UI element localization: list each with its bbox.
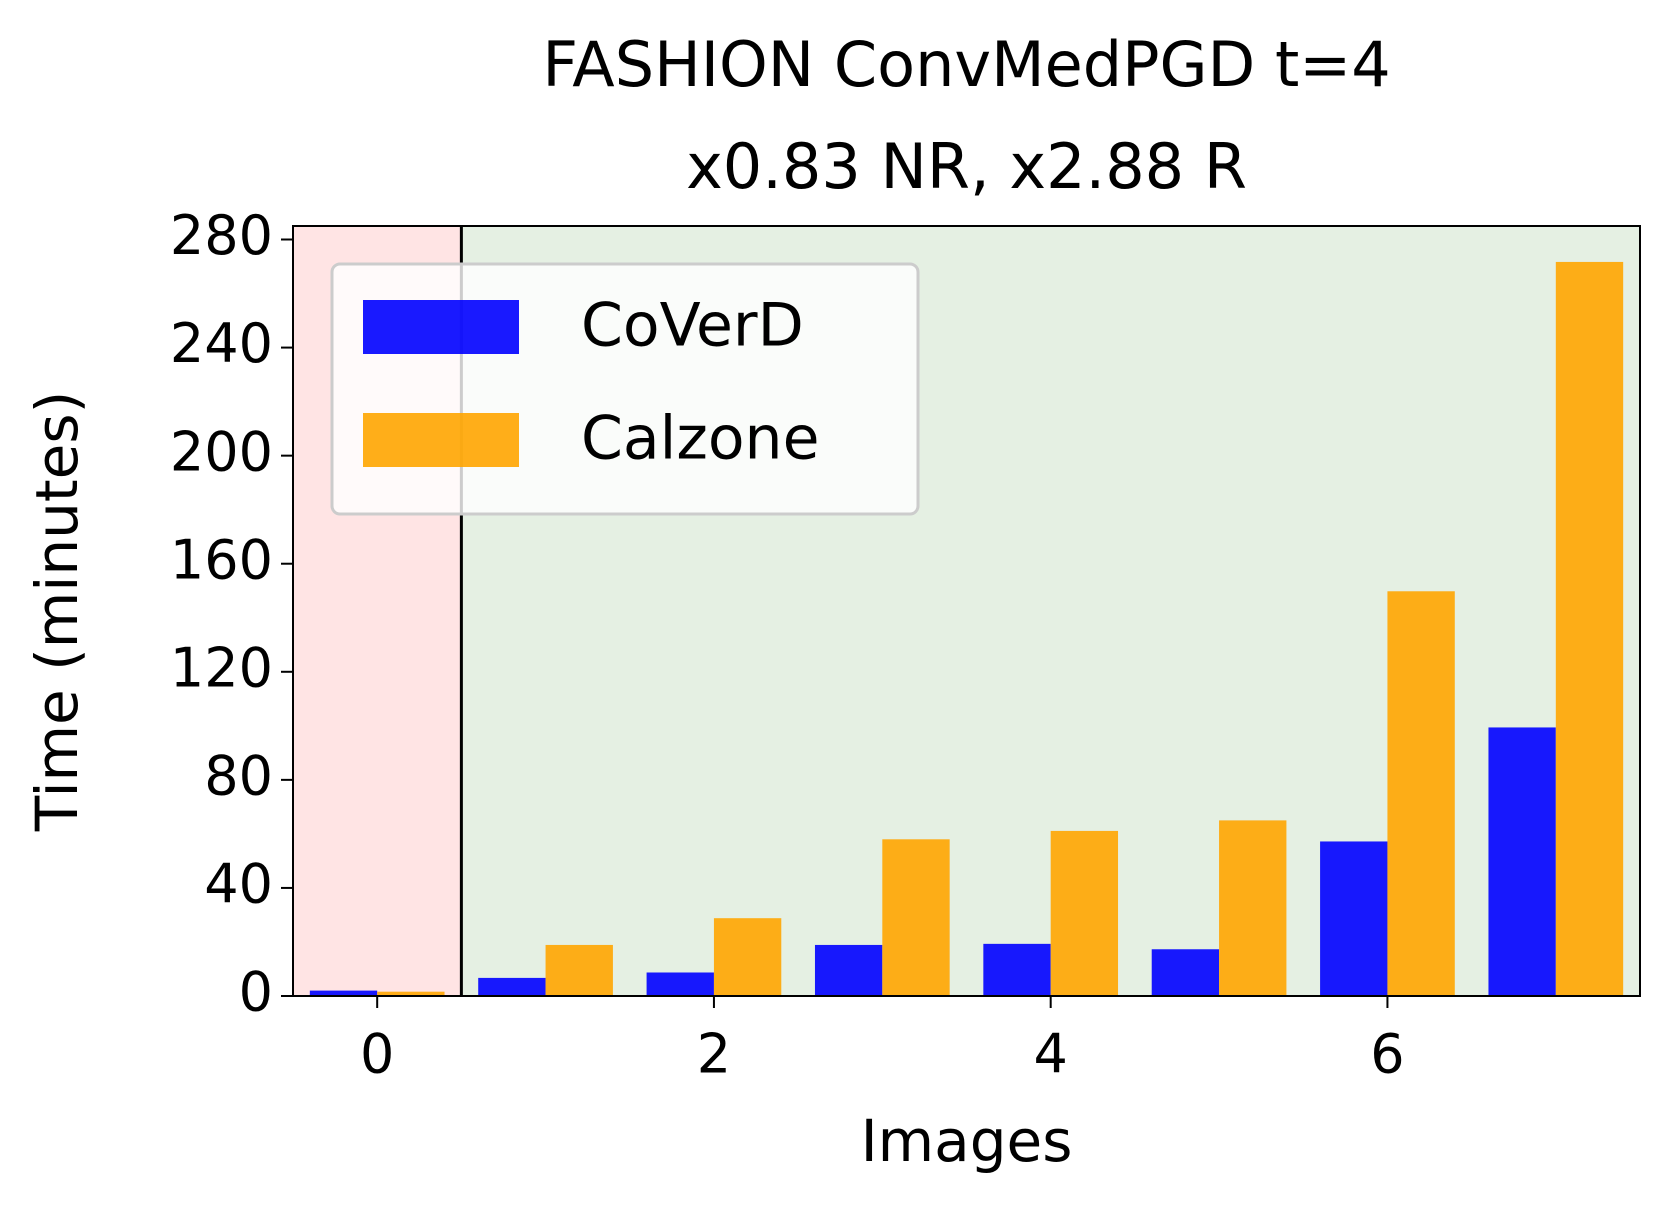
y-tick-label: 280 bbox=[170, 204, 273, 267]
bar bbox=[1488, 727, 1556, 996]
y-tick-label: 0 bbox=[239, 961, 273, 1024]
bar bbox=[1387, 591, 1455, 996]
bar bbox=[1050, 830, 1119, 996]
x-tick-label: 6 bbox=[1370, 1023, 1404, 1086]
bar bbox=[1219, 820, 1287, 996]
y-tick-label: 40 bbox=[204, 853, 273, 916]
bar bbox=[377, 991, 445, 996]
bar bbox=[814, 944, 883, 996]
legend-swatch bbox=[363, 300, 519, 354]
bar bbox=[478, 977, 546, 996]
chart-title: x0.83 NR, x2.88 R bbox=[686, 130, 1247, 203]
y-tick-label: 200 bbox=[170, 420, 273, 483]
x-tick-label: 2 bbox=[697, 1023, 731, 1086]
legend-label: CoVerD bbox=[581, 291, 804, 361]
x-tick-label: 0 bbox=[360, 1023, 394, 1086]
bar bbox=[646, 972, 714, 996]
y-axis-label: Time (minutes) bbox=[23, 391, 91, 832]
x-tick-label: 4 bbox=[1034, 1023, 1068, 1086]
bar bbox=[983, 943, 1051, 996]
bar bbox=[882, 839, 950, 996]
bar bbox=[1320, 841, 1388, 996]
y-tick-label: 240 bbox=[170, 312, 273, 375]
y-tick-label: 120 bbox=[170, 636, 273, 699]
legend-swatch bbox=[363, 413, 519, 467]
plot-frame bbox=[292, 225, 1641, 997]
bar bbox=[545, 944, 613, 996]
bar bbox=[1555, 261, 1624, 996]
y-tick-label: 160 bbox=[170, 528, 273, 591]
chart-title: FASHION ConvMedPGD t=4 bbox=[542, 28, 1390, 101]
bar bbox=[1151, 949, 1220, 996]
y-tick-label: 80 bbox=[204, 745, 273, 808]
x-axis-label: Images bbox=[861, 1107, 1073, 1175]
bar bbox=[309, 990, 378, 996]
legend-label: Calzone bbox=[581, 404, 819, 474]
bar bbox=[713, 918, 782, 996]
